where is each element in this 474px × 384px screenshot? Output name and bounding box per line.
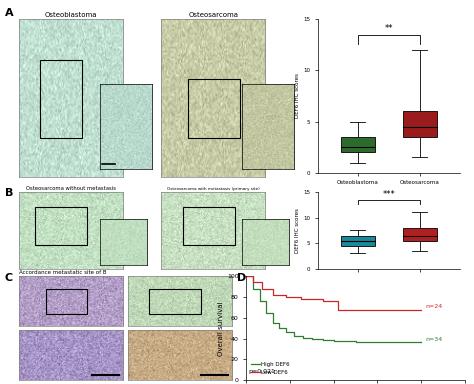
Text: n=34: n=34: [425, 337, 443, 342]
Legend: High DEF6, Low DEF6: High DEF6, Low DEF6: [249, 360, 292, 377]
Bar: [149, 289, 201, 314]
Bar: [35, 207, 87, 245]
Bar: [46, 289, 87, 314]
Bar: [40, 60, 82, 138]
Text: D: D: [237, 273, 246, 283]
Text: n=24: n=24: [425, 304, 443, 309]
Text: ***: ***: [383, 190, 395, 199]
Title: Osteosarcoma without metastasis: Osteosarcoma without metastasis: [26, 186, 116, 191]
Y-axis label: DEF6 IHC scores: DEF6 IHC scores: [295, 208, 300, 253]
Text: C: C: [5, 273, 13, 283]
Text: p=0.021: p=0.021: [249, 369, 275, 374]
Title: Osteosarcoma with metastasis (primary site): Osteosarcoma with metastasis (primary si…: [167, 187, 260, 191]
FancyBboxPatch shape: [402, 228, 437, 241]
Title: Osteoblastoma: Osteoblastoma: [45, 12, 97, 18]
Text: Accordance metastatic site of B: Accordance metastatic site of B: [19, 270, 107, 275]
Bar: [188, 79, 240, 138]
Y-axis label: DEF6 IHC scores: DEF6 IHC scores: [295, 74, 300, 118]
Title: Osteosarcoma: Osteosarcoma: [188, 12, 238, 18]
FancyBboxPatch shape: [341, 235, 375, 246]
Y-axis label: Overall survival: Overall survival: [219, 301, 224, 356]
Text: A: A: [5, 8, 13, 18]
FancyBboxPatch shape: [402, 111, 437, 137]
Text: B: B: [5, 188, 13, 198]
FancyBboxPatch shape: [341, 137, 375, 152]
Bar: [182, 207, 235, 245]
Text: **: **: [384, 23, 393, 33]
